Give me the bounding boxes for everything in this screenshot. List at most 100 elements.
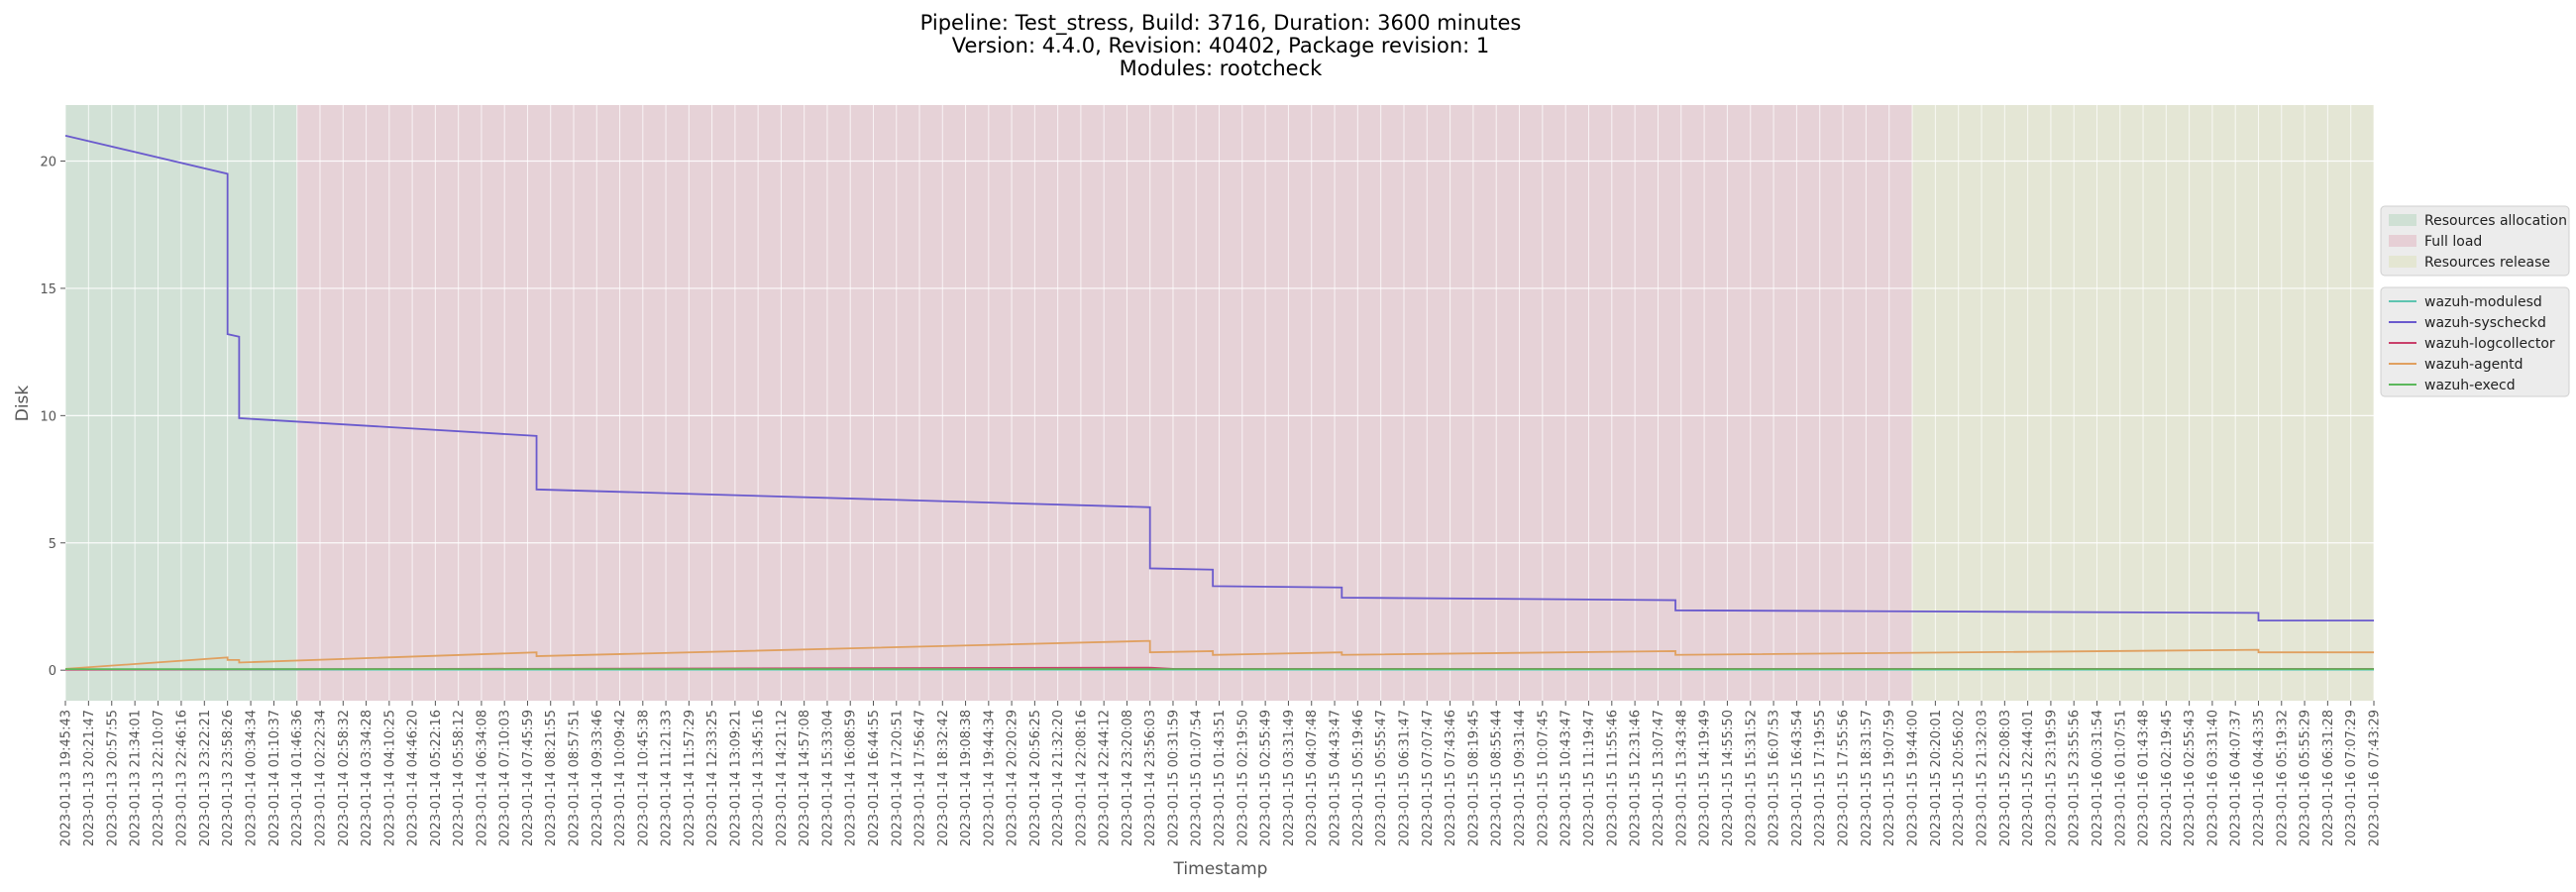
legend-phase-label-2: Resources release [2424, 255, 2550, 271]
legend-series-box [2380, 286, 2570, 397]
legend-phase-swatch-0 [2389, 214, 2416, 226]
x-tick-label-79: 2023-01-15 19:07:59 [1882, 710, 1897, 846]
legend-phase-swatch-1 [2389, 235, 2416, 247]
x-tick-label-54: 2023-01-15 04:07:48 [1305, 710, 1320, 846]
y-tick-label-2: 10 [40, 409, 56, 424]
title-line-1: Pipeline: Test_stress, Build: 3716, Dura… [920, 11, 1522, 36]
x-tick-label-97: 2023-01-16 05:55:29 [2299, 710, 2313, 846]
x-tick-label-55: 2023-01-15 04:43:47 [1329, 710, 1343, 846]
x-tick-label-92: 2023-01-16 02:55:43 [2183, 710, 2198, 846]
x-tick-label-63: 2023-01-15 09:31:44 [1513, 710, 1528, 846]
x-tick-label-67: 2023-01-15 11:55:46 [1605, 710, 1620, 846]
x-tick-label-8: 2023-01-14 00:34:34 [245, 710, 260, 846]
x-tick-label-91: 2023-01-16 02:19:45 [2160, 710, 2175, 846]
x-tick-label-30: 2023-01-14 13:45:16 [752, 710, 767, 846]
y-axis-label: Disk [13, 386, 33, 422]
x-tick-label-9: 2023-01-14 01:10:37 [268, 710, 282, 846]
chart-title: Pipeline: Test_stress, Build: 3716, Dura… [920, 11, 1522, 80]
x-tick-label-26: 2023-01-14 11:21:33 [660, 710, 675, 846]
legend-series-label-2: wazuh-logcollector [2424, 336, 2555, 352]
x-tick-label-5: 2023-01-13 22:46:16 [174, 710, 189, 846]
x-tick-label-87: 2023-01-15 23:55:56 [2068, 710, 2083, 846]
x-tick-label-43: 2023-01-14 21:32:20 [1051, 710, 1066, 846]
x-tick-label-6: 2023-01-13 23:22:21 [198, 710, 213, 846]
x-tick-label-4: 2023-01-13 22:10:07 [152, 710, 166, 846]
y-tick-label-3: 15 [40, 282, 56, 297]
y-tick-label-1: 5 [49, 537, 56, 552]
legend-phase-swatch-2 [2389, 256, 2416, 268]
x-tick-label-31: 2023-01-14 14:21:12 [775, 710, 790, 846]
x-tick-label-29: 2023-01-14 13:09:21 [728, 710, 743, 846]
x-tick-label-48: 2023-01-15 00:31:59 [1166, 710, 1181, 846]
x-tick-label-82: 2023-01-15 20:56:02 [1952, 710, 1967, 846]
x-tick-label-41: 2023-01-14 20:20:29 [1006, 710, 1020, 846]
x-tick-label-90: 2023-01-16 01:43:48 [2137, 710, 2152, 846]
x-tick-label-74: 2023-01-15 16:07:53 [1768, 710, 1782, 846]
x-tick-label-2: 2023-01-13 20:57:55 [105, 710, 120, 846]
x-tick-label-50: 2023-01-15 01:43:51 [1213, 710, 1228, 846]
legend-series-label-0: wazuh-modulesd [2424, 294, 2542, 310]
x-tick-label-77: 2023-01-15 17:55:56 [1837, 710, 1852, 846]
x-tick-label-95: 2023-01-16 04:43:35 [2252, 710, 2267, 846]
x-tick-label-100: 2023-01-16 07:43:29 [2368, 710, 2383, 846]
x-tick-label-49: 2023-01-15 01:07:54 [1190, 710, 1205, 846]
legend-series-label-3: wazuh-agentd [2424, 357, 2523, 373]
x-axis-label: Timestamp [1173, 859, 1268, 879]
series-line-wazuh-agentd [64, 639, 2374, 670]
x-tick-label-78: 2023-01-15 18:31:57 [1860, 710, 1875, 846]
x-tick-label-70: 2023-01-15 13:43:48 [1674, 710, 1689, 846]
x-tick-label-12: 2023-01-14 02:58:32 [337, 710, 352, 846]
x-tick-label-1: 2023-01-13 20:21:47 [82, 710, 97, 846]
x-tick-label-81: 2023-01-15 20:20:01 [1929, 710, 1944, 846]
legend-phase-label-0: Resources allocation [2424, 213, 2567, 229]
x-tick-label-85: 2023-01-15 22:44:01 [2021, 710, 2036, 846]
legend-phase-label-1: Full load [2424, 234, 2482, 250]
x-tick-label-98: 2023-01-16 06:31:28 [2321, 710, 2336, 846]
x-tick-label-93: 2023-01-16 03:31:40 [2205, 710, 2220, 846]
x-tick-label-60: 2023-01-15 07:43:46 [1444, 710, 1458, 846]
x-tick-label-33: 2023-01-14 15:33:04 [820, 710, 835, 846]
x-tick-label-37: 2023-01-14 17:56:47 [913, 710, 928, 846]
x-tick-label-24: 2023-01-14 10:09:42 [613, 710, 628, 846]
x-tick-label-94: 2023-01-16 04:07:37 [2229, 710, 2244, 846]
x-tick-label-88: 2023-01-16 00:31:54 [2091, 710, 2105, 846]
x-tick-label-32: 2023-01-14 14:57:08 [798, 710, 812, 846]
x-tick-label-71: 2023-01-15 14:19:49 [1698, 710, 1713, 846]
x-tick-label-15: 2023-01-14 04:46:20 [406, 710, 421, 846]
x-tick-label-0: 2023-01-13 19:45:43 [59, 710, 74, 846]
x-tick-label-3: 2023-01-13 21:34:01 [129, 710, 144, 846]
x-tick-label-38: 2023-01-14 18:32:42 [936, 710, 951, 846]
x-tick-label-96: 2023-01-16 05:19:32 [2275, 710, 2290, 846]
x-tick-label-21: 2023-01-14 08:21:55 [544, 710, 559, 846]
title-line-3: Modules: rootcheck [1120, 56, 1323, 80]
y-axis-ticks: 0 5 10 15 20 [40, 156, 65, 679]
x-tick-label-66: 2023-01-15 11:19:47 [1582, 710, 1597, 846]
x-tick-label-69: 2023-01-15 13:07:47 [1652, 710, 1666, 846]
x-axis-ticks: 2023-01-13 19:45:43 2023-01-13 20:21:47 20… [59, 701, 2383, 846]
x-tick-label-42: 2023-01-14 20:56:25 [1028, 710, 1043, 846]
x-tick-label-7: 2023-01-13 23:58:26 [221, 710, 236, 846]
legend-series: wazuh-modulesd wazuh-syscheckd wazuh-logco… [2380, 286, 2570, 397]
x-tick-label-53: 2023-01-15 03:31:49 [1282, 710, 1297, 846]
x-tick-label-20: 2023-01-14 07:45:59 [521, 710, 536, 846]
x-tick-label-62: 2023-01-15 08:55:44 [1490, 710, 1505, 846]
x-tick-label-59: 2023-01-15 07:07:47 [1421, 710, 1436, 846]
x-tick-label-57: 2023-01-15 05:55:47 [1374, 710, 1389, 846]
x-tick-label-18: 2023-01-14 06:34:08 [475, 710, 489, 846]
x-tick-label-16: 2023-01-14 05:22:16 [429, 710, 444, 846]
x-tick-label-52: 2023-01-15 02:55:49 [1259, 710, 1274, 846]
x-tick-label-44: 2023-01-14 22:08:16 [1074, 710, 1089, 846]
x-tick-label-34: 2023-01-14 16:08:59 [844, 710, 859, 846]
x-tick-label-73: 2023-01-15 15:31:52 [1744, 710, 1759, 846]
x-tick-label-36: 2023-01-14 17:20:51 [890, 710, 905, 846]
x-tick-label-25: 2023-01-14 10:45:38 [636, 710, 651, 846]
x-tick-label-47: 2023-01-14 23:56:03 [1143, 710, 1158, 846]
x-tick-label-17: 2023-01-14 05:58:12 [452, 710, 467, 846]
x-tick-label-40: 2023-01-14 19:44:34 [982, 710, 997, 846]
x-tick-label-86: 2023-01-15 23:19:59 [2044, 710, 2059, 846]
x-tick-label-23: 2023-01-14 09:33:46 [590, 710, 605, 846]
x-tick-label-11: 2023-01-14 02:22:34 [314, 710, 329, 846]
x-tick-label-99: 2023-01-16 07:07:29 [2344, 710, 2359, 846]
x-tick-label-84: 2023-01-15 22:08:03 [1998, 710, 2013, 846]
